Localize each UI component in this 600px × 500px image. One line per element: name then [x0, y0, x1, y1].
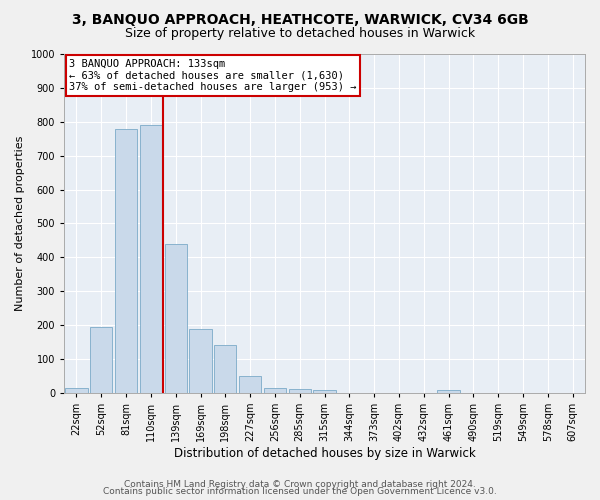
- Bar: [115, 128, 137, 393]
- Bar: [140, 125, 162, 393]
- Text: Size of property relative to detached houses in Warwick: Size of property relative to detached ho…: [125, 28, 475, 40]
- Text: Contains public sector information licensed under the Open Government Licence v3: Contains public sector information licen…: [103, 487, 497, 496]
- Bar: [264, 388, 286, 393]
- Bar: [437, 390, 460, 393]
- Bar: [289, 388, 311, 393]
- Bar: [164, 244, 187, 393]
- Text: Contains HM Land Registry data © Crown copyright and database right 2024.: Contains HM Land Registry data © Crown c…: [124, 480, 476, 489]
- Bar: [65, 388, 88, 393]
- Bar: [313, 390, 336, 393]
- Bar: [214, 346, 236, 393]
- Bar: [239, 376, 261, 393]
- Y-axis label: Number of detached properties: Number of detached properties: [15, 136, 25, 311]
- Bar: [90, 327, 112, 393]
- X-axis label: Distribution of detached houses by size in Warwick: Distribution of detached houses by size …: [173, 447, 475, 460]
- Text: 3 BANQUO APPROACH: 133sqm
← 63% of detached houses are smaller (1,630)
37% of se: 3 BANQUO APPROACH: 133sqm ← 63% of detac…: [69, 59, 357, 92]
- Text: 3, BANQUO APPROACH, HEATHCOTE, WARWICK, CV34 6GB: 3, BANQUO APPROACH, HEATHCOTE, WARWICK, …: [71, 12, 529, 26]
- Bar: [190, 328, 212, 393]
